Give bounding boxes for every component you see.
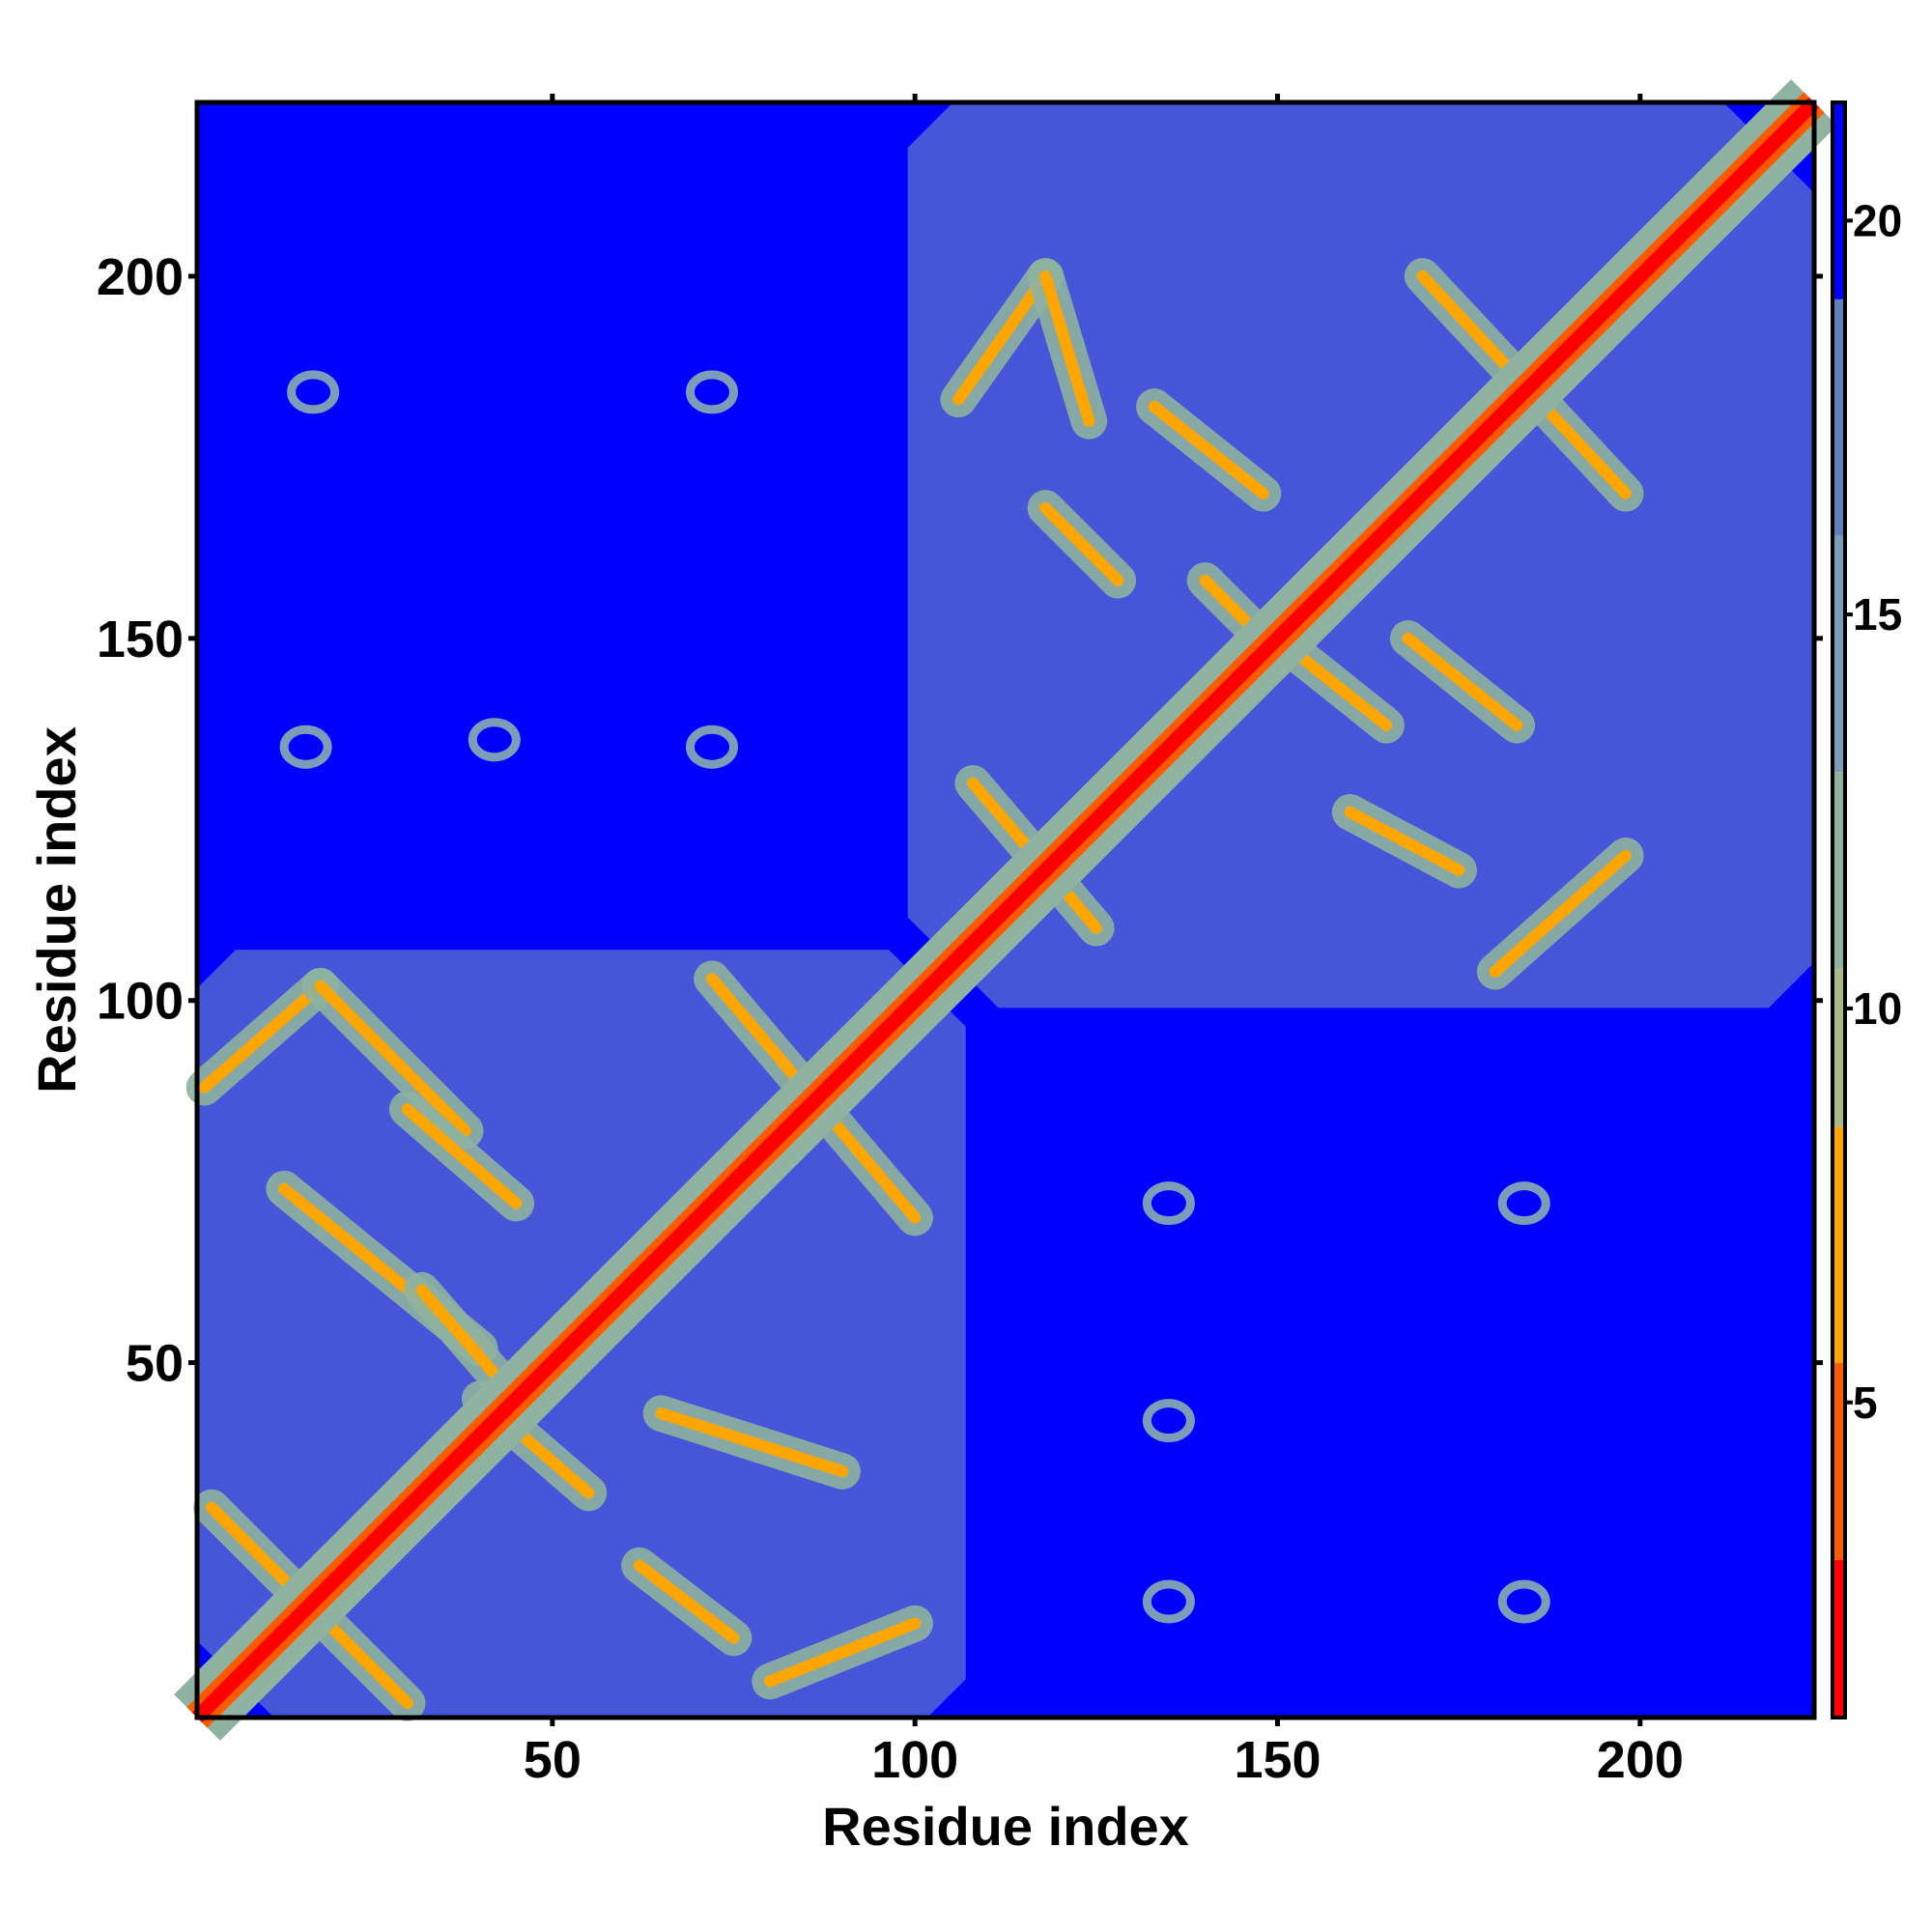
- colorbar-step-6: [1833, 298, 1845, 536]
- off-domain-spot-2: [279, 724, 332, 769]
- colorbar-tick-label-20: 20: [1853, 195, 1902, 245]
- x-tick-label-50: 50: [524, 1731, 582, 1789]
- x-tick-label-150: 150: [1234, 1731, 1321, 1789]
- off-domain-spot-4: [468, 718, 521, 762]
- strand-band-inner-17: [1402, 632, 1523, 731]
- off-domain-spot-8: [1497, 1579, 1550, 1624]
- strand-band-inner-7: [633, 1559, 740, 1644]
- colorbar-tick-label-15: 15: [1853, 589, 1902, 639]
- off-domain-spot-3: [685, 724, 739, 769]
- colorbar-tick-label-10: 10: [1853, 983, 1902, 1034]
- plot-frame: [194, 99, 1817, 1720]
- y-axis-ticks: 50 100 150 200: [97, 248, 1823, 1393]
- x-axis-title: Residue index: [822, 1796, 1189, 1857]
- strand-band-inner-13: [1148, 400, 1269, 499]
- colorbar-step-2: [1833, 1126, 1845, 1363]
- strand-band-inner-10: [764, 1617, 922, 1688]
- colorbar-step-1: [1833, 1362, 1845, 1560]
- y-tick-label-150: 150: [97, 611, 184, 668]
- colorbar-step-3: [1833, 969, 1845, 1127]
- heatmap-plot-area: [174, 79, 1837, 1741]
- colorbar-ticks: 5 10 15 20: [1845, 195, 1902, 1428]
- strand-band-inner-12: [1039, 270, 1095, 427]
- y-axis-title: Residue index: [26, 726, 87, 1094]
- colorbar-step-7: [1833, 102, 1845, 299]
- off-domain-spot-1: [685, 370, 739, 414]
- y-tick-label-100: 100: [97, 973, 184, 1031]
- x-tick-label-100: 100: [871, 1731, 958, 1789]
- off-domain-spot-9: [1142, 1399, 1195, 1443]
- strand-band-inner-2: [314, 980, 471, 1137]
- strand-band-inner-21: [1489, 849, 1632, 978]
- colorbar-step-5: [1833, 535, 1845, 773]
- colorbar-step-4: [1833, 772, 1845, 970]
- colorbar-gradient: [1833, 102, 1845, 1718]
- off-domain-spot-7: [1142, 1579, 1195, 1624]
- colorbar: 5 10 15 20: [1831, 100, 1902, 1719]
- x-tick-label-200: 200: [1597, 1731, 1684, 1789]
- heatmap-features: [174, 79, 1837, 1741]
- colorbar-tick-label-5: 5: [1853, 1378, 1878, 1428]
- strand-band-inner-11: [952, 270, 1052, 406]
- strand-band-inner-8: [655, 1407, 849, 1478]
- y-tick-label-200: 200: [97, 248, 184, 306]
- strand-band-inner-19: [1344, 806, 1465, 876]
- x-axis-ticks: 50 100 150 200: [524, 94, 1684, 1789]
- y-tick-label-50: 50: [126, 1335, 184, 1393]
- diagonal-band-core: [191, 97, 1820, 1723]
- strand-band-inner-4: [401, 1103, 523, 1209]
- off-domain-spot-0: [287, 370, 340, 414]
- colorbar-frame: [1831, 100, 1847, 1719]
- colorbar-step-0: [1833, 1559, 1845, 1718]
- off-domain-spot-6: [1497, 1181, 1550, 1226]
- strand-band-inner-1: [198, 980, 327, 1094]
- off-domain-spot-5: [1142, 1181, 1195, 1226]
- strand-band-inner-14: [1039, 501, 1124, 586]
